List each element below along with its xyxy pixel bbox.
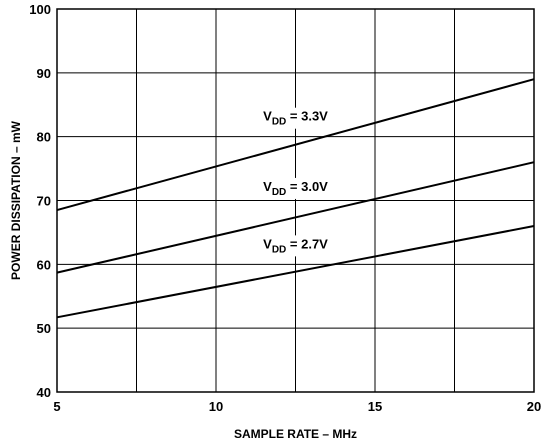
y-tick-label: 60 [37, 257, 51, 272]
y-tick-label: 70 [37, 194, 51, 209]
x-tick-label: 10 [209, 399, 223, 414]
series-labels: VDD = 3.3V VDD = 3.0V VDD = 2.7V [260, 107, 332, 257]
series-line-1 [56, 78, 535, 212]
x-tick-labels: 5 10 15 20 [53, 399, 541, 414]
y-tick-labels: 40 50 60 70 80 90 100 [29, 2, 51, 400]
series-line-2 [56, 161, 535, 274]
series-label-3: VDD = 2.7V [263, 236, 328, 255]
plot-frame [56, 8, 535, 393]
x-tick-label: 15 [368, 399, 382, 414]
series-label-2: VDD = 3.0V [263, 179, 328, 198]
y-axis-title: POWER DISSIPATION – mW [9, 120, 23, 280]
y-tick-label: 100 [29, 2, 51, 17]
grid [56, 8, 535, 393]
series-label-background [260, 235, 332, 257]
y-tick-label: 80 [37, 130, 51, 145]
x-tick-label: 20 [527, 399, 541, 414]
y-tick-label: 90 [37, 66, 51, 81]
y-tick-label: 40 [37, 385, 51, 400]
x-axis-title: SAMPLE RATE – MHz [234, 427, 357, 441]
series-label-1: VDD = 3.3V [263, 109, 328, 128]
series-line-3 [56, 225, 535, 319]
y-tick-label: 50 [37, 321, 51, 336]
series-label-background [260, 177, 332, 199]
series-lines [56, 78, 535, 319]
x-tick-label: 5 [53, 399, 60, 414]
series-label-background [260, 107, 332, 129]
